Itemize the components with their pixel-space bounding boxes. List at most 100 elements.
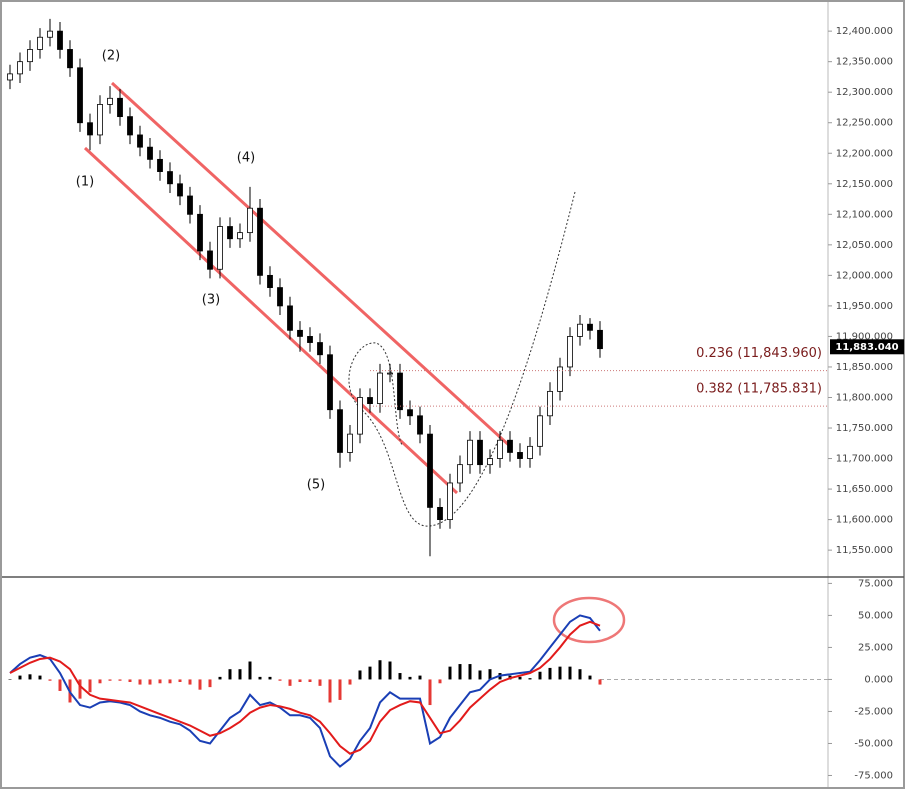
histogram-bar [298,679,302,682]
candle-body [577,323,583,337]
histogram-bar [468,664,472,680]
histogram-bar [38,675,42,680]
candle-body [517,452,523,459]
y-tick-label: 11,600.000 [836,515,893,526]
y-tick-label: 12,400.000 [836,26,893,37]
histogram-bar [338,679,342,700]
candle-body [547,390,553,417]
histogram-bar [98,679,102,684]
histogram-bar [588,675,592,680]
y-tick-label: 12,350.000 [836,57,893,68]
macd-line [9,614,601,768]
candle-body [277,287,283,307]
candle-body [107,97,113,105]
y-tick-label: -50.000 [854,738,893,749]
y-tick-label: 11,700.000 [836,454,893,465]
candle-body [87,122,93,136]
histogram-bar [188,679,192,685]
last-price-box [830,339,904,355]
candle-body [187,195,193,215]
histogram-bar [158,679,162,684]
histogram-bar [18,675,22,680]
candle-body [347,433,353,453]
candle-body [477,439,483,466]
candle-body [327,354,333,411]
histogram-bar [198,679,202,690]
histogram-bar [278,679,282,681]
candle-body [27,49,33,63]
candle-body [257,207,263,276]
histogram-bar [558,666,562,680]
candle-body [587,323,593,331]
histogram-bar [598,679,602,685]
histogram-bar [448,666,452,680]
wave-label: (4) [237,151,255,166]
candle-body [157,158,163,172]
histogram-bar [118,679,122,681]
candle-body [597,329,603,350]
candle-body [97,104,103,136]
candle-body [467,439,473,466]
wave-label: (3) [202,293,220,308]
histogram-bar [438,679,442,684]
macd-line [9,620,601,755]
candle-body [47,30,53,38]
histogram-bar [128,679,132,682]
histogram-bar [548,667,552,680]
candle-body [217,226,223,270]
candle-body [487,458,493,466]
y-tick-label: 11,750.000 [836,423,893,434]
candle-body [567,336,573,368]
histogram-bar [8,679,12,680]
channel-upper [110,81,514,450]
wave-label: (1) [76,175,94,190]
candle-body [507,439,513,453]
macd-panel: 75.000 50.000 25.000 0.000 -25.000 -50.000 -75… [8,578,893,781]
candle-body [397,372,403,411]
candle-body [77,67,83,124]
candle-body [117,97,123,118]
histogram-bar [168,679,172,684]
y-tick-label: 12,000.000 [836,270,893,281]
candle-body [147,146,153,160]
y-tick-label: -75.000 [854,770,893,781]
candle-body [57,30,63,50]
candle-body [497,439,503,459]
y-tick-label: 75.000 [858,578,893,589]
y-tick-label: 12,200.000 [836,148,893,159]
histogram-bar [538,671,542,680]
candle-body [237,232,243,240]
y-tick-label: -25.000 [854,706,893,717]
histogram-bar [578,669,582,680]
histogram-bar [248,661,252,680]
histogram-bar [108,679,112,681]
candle-body [427,433,433,508]
candle-body [137,134,143,148]
candle-body [447,482,453,521]
histogram-bar [28,674,32,680]
histogram-bar [138,679,142,685]
candle-body [377,372,383,404]
histogram-bar [328,679,332,703]
histogram-bar [258,676,262,680]
histogram-bar [518,676,522,680]
candle-body [17,61,23,75]
histogram-bar [528,678,532,680]
y-tick-label: 11,800.000 [836,392,893,403]
y-tick-label: 12,050.000 [836,240,893,251]
histogram-bar [268,676,272,680]
candle-body [67,49,73,69]
histogram-bar [318,679,322,686]
candle-body [127,116,133,136]
histogram-bar [238,669,242,680]
candle-body [267,274,273,288]
candle-body [417,415,423,435]
candle-body [307,336,313,343]
y-tick-label: 12,300.000 [836,87,893,98]
candle-body [297,329,303,337]
y-tick-label: 11,900.000 [836,331,893,342]
y-tick-label: 11,850.000 [836,362,893,373]
histogram-bar [358,670,362,680]
